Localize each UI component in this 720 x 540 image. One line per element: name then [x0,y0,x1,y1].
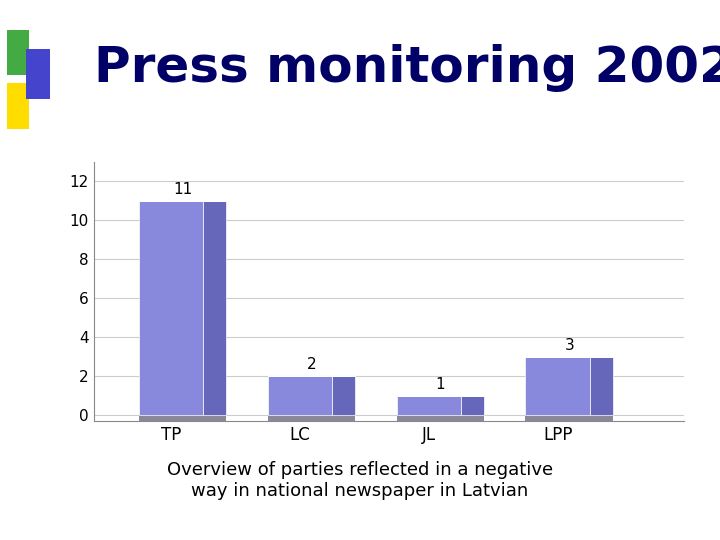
Polygon shape [268,415,355,421]
Bar [7,30,29,75]
Text: 11: 11 [173,182,192,197]
Polygon shape [203,201,226,415]
Polygon shape [397,396,461,415]
Polygon shape [526,357,590,415]
Text: 2: 2 [307,357,316,373]
Polygon shape [397,415,484,421]
Polygon shape [139,415,226,421]
Polygon shape [268,376,332,415]
Polygon shape [526,415,613,421]
Text: Press monitoring 2002: Press monitoring 2002 [94,44,720,92]
Bar [7,83,29,129]
Text: Overview of parties reflected in a negative
way in national newspaper in Latvian: Overview of parties reflected in a negat… [167,461,553,500]
Polygon shape [590,357,613,415]
Polygon shape [461,396,484,415]
Polygon shape [139,201,203,415]
Bar [26,49,50,99]
Text: 1: 1 [436,377,445,392]
Polygon shape [332,376,355,415]
Text: 3: 3 [564,338,574,353]
